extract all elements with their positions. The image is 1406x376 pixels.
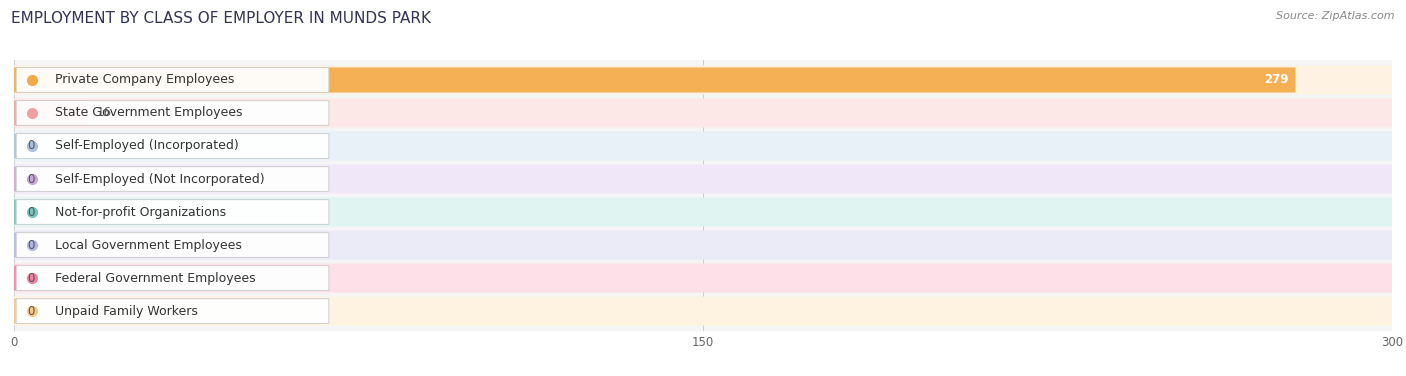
FancyBboxPatch shape: [14, 265, 18, 291]
FancyBboxPatch shape: [14, 100, 87, 126]
FancyBboxPatch shape: [17, 266, 329, 290]
FancyBboxPatch shape: [14, 67, 1295, 92]
Text: State Government Employees: State Government Employees: [55, 106, 243, 120]
Text: Federal Government Employees: Federal Government Employees: [55, 271, 256, 285]
FancyBboxPatch shape: [10, 99, 1396, 127]
FancyBboxPatch shape: [10, 297, 1396, 326]
FancyBboxPatch shape: [14, 200, 18, 224]
Text: Private Company Employees: Private Company Employees: [55, 73, 235, 86]
Text: 0: 0: [27, 139, 34, 153]
Text: 0: 0: [27, 206, 34, 218]
Text: 0: 0: [27, 238, 34, 252]
Text: Not-for-profit Organizations: Not-for-profit Organizations: [55, 206, 226, 218]
Text: 0: 0: [27, 173, 34, 185]
FancyBboxPatch shape: [10, 197, 1396, 227]
Text: Unpaid Family Workers: Unpaid Family Workers: [55, 305, 198, 318]
FancyBboxPatch shape: [14, 133, 18, 159]
FancyBboxPatch shape: [14, 299, 18, 324]
Text: Local Government Employees: Local Government Employees: [55, 238, 242, 252]
Text: 0: 0: [27, 271, 34, 285]
FancyBboxPatch shape: [10, 132, 1396, 161]
FancyBboxPatch shape: [14, 167, 18, 191]
FancyBboxPatch shape: [17, 68, 329, 92]
FancyBboxPatch shape: [17, 133, 329, 158]
FancyBboxPatch shape: [17, 167, 329, 191]
FancyBboxPatch shape: [10, 264, 1396, 293]
FancyBboxPatch shape: [10, 65, 1396, 94]
FancyBboxPatch shape: [17, 200, 329, 224]
Text: 16: 16: [97, 106, 111, 120]
FancyBboxPatch shape: [17, 299, 329, 323]
Text: 279: 279: [1264, 73, 1289, 86]
FancyBboxPatch shape: [10, 230, 1396, 259]
Text: 0: 0: [27, 305, 34, 318]
Text: Self-Employed (Not Incorporated): Self-Employed (Not Incorporated): [55, 173, 264, 185]
Text: EMPLOYMENT BY CLASS OF EMPLOYER IN MUNDS PARK: EMPLOYMENT BY CLASS OF EMPLOYER IN MUNDS…: [11, 11, 432, 26]
Text: Source: ZipAtlas.com: Source: ZipAtlas.com: [1277, 11, 1395, 21]
FancyBboxPatch shape: [17, 101, 329, 125]
FancyBboxPatch shape: [10, 164, 1396, 194]
FancyBboxPatch shape: [17, 233, 329, 258]
FancyBboxPatch shape: [14, 232, 18, 258]
Text: Self-Employed (Incorporated): Self-Employed (Incorporated): [55, 139, 239, 153]
